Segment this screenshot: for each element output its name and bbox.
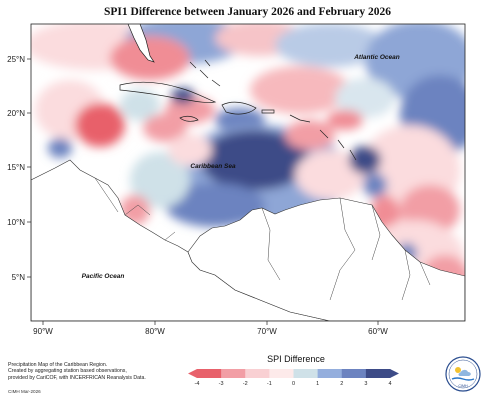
legend-swatch <box>341 369 367 378</box>
legend-tick-label: 3 <box>364 381 367 387</box>
legend-tick-label: 1 <box>316 381 319 387</box>
legend-tick-label: -2 <box>243 381 248 387</box>
map-title: SPI1 Difference between January 2026 and… <box>104 6 391 18</box>
note-line: provided by CariCOF, with INCERFRICAN Re… <box>8 374 146 381</box>
coastlines <box>31 159 465 321</box>
credit-text: CIMH Mar-2026 <box>8 389 41 394</box>
legend-title: SPI Difference <box>267 354 325 364</box>
y-tick-20n: 20°N <box>7 109 25 118</box>
borders <box>94 177 431 301</box>
legend-tick-label: 0 <box>292 381 295 387</box>
map-border <box>30 23 466 322</box>
y-tick-10n: 10°N <box>7 218 25 227</box>
legend-extend-high <box>390 369 399 378</box>
x-tick-70w: 70°W <box>257 327 277 336</box>
svg-text:CIMH: CIMH <box>458 384 468 388</box>
cimh-logo: CIMH <box>445 356 481 392</box>
legend-swatch <box>365 369 391 378</box>
label-pacific-ocean: Pacific Ocean <box>82 273 125 280</box>
y-tick-5n: 5°N <box>12 273 26 282</box>
legend-swatch <box>221 369 246 378</box>
legend-tick-label: 4 <box>388 381 391 387</box>
x-tick-90w: 90°W <box>33 327 53 336</box>
legend-swatch <box>293 369 319 378</box>
legend-tick-label: -3 <box>219 381 224 387</box>
legend-extend-low <box>188 369 197 378</box>
note-line: Precipitation Map of the Caribbean Regio… <box>8 362 108 368</box>
spi-field <box>31 24 465 314</box>
legend-tick-label: -4 <box>195 381 200 387</box>
legend-swatch <box>269 369 294 378</box>
y-tick-25n: 25°N <box>7 55 25 64</box>
y-tick-15n: 15°N <box>7 163 25 172</box>
label-caribbean-sea: Caribbean Sea <box>190 163 236 170</box>
legend-swatch <box>197 369 222 378</box>
graticule-ticks <box>27 58 379 325</box>
legend-swatch <box>317 369 343 378</box>
legend-swatch <box>245 369 270 378</box>
note-line: Created by aggregating station based obs… <box>8 368 127 375</box>
x-tick-60w: 60°W <box>368 327 388 336</box>
legend-tick-labels: -4 -3 -2 -1 0 1 2 3 4 <box>195 381 392 387</box>
legend-tick-label: 2 <box>340 381 343 387</box>
map-description: Precipitation Map of the Caribbean Regio… <box>8 362 146 381</box>
x-tick-80w: 80°W <box>145 327 165 336</box>
legend-colorbar <box>188 369 399 378</box>
legend-tick-label: -1 <box>267 381 272 387</box>
islands <box>119 24 357 161</box>
label-atlantic-ocean: Atlantic Ocean <box>353 54 400 61</box>
